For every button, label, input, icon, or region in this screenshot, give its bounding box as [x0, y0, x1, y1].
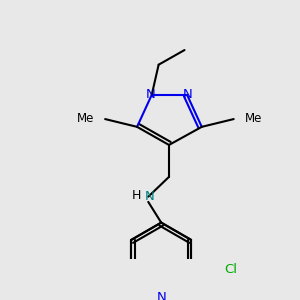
Text: Me: Me — [245, 112, 262, 125]
Text: N: N — [183, 88, 193, 100]
Text: N: N — [144, 190, 154, 203]
Text: Cl: Cl — [224, 263, 237, 276]
Text: N: N — [157, 291, 167, 300]
Text: Me: Me — [76, 112, 94, 125]
Text: N: N — [146, 88, 156, 100]
Text: H: H — [131, 188, 141, 202]
